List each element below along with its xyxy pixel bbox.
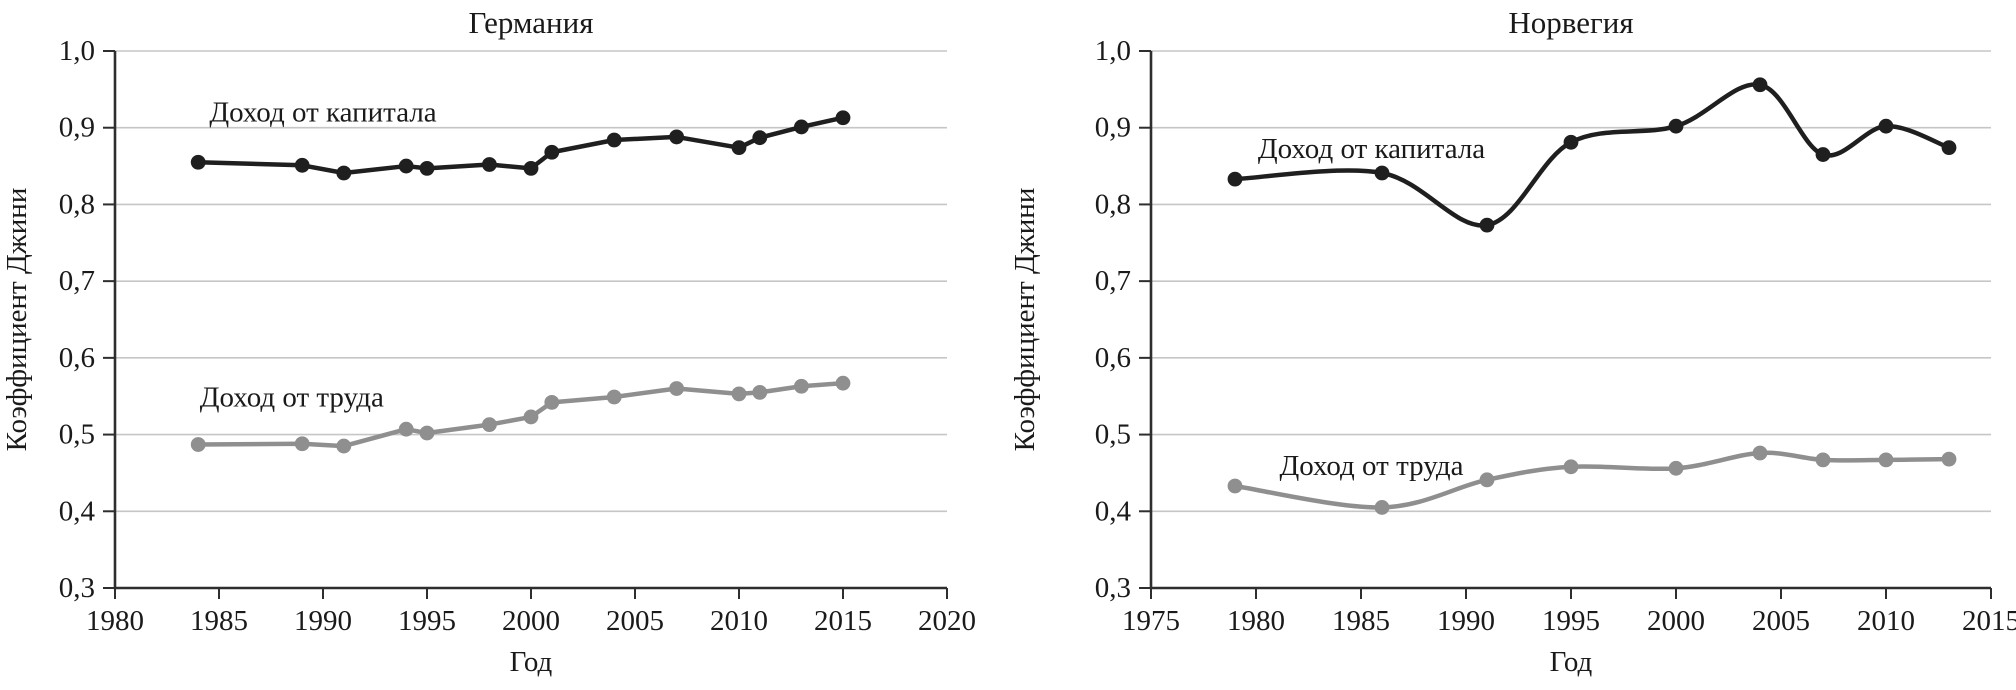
data-point bbox=[1479, 472, 1495, 488]
data-point bbox=[523, 409, 539, 425]
data-point bbox=[190, 154, 206, 170]
data-point bbox=[752, 130, 768, 146]
y-tick-label: 0,7 bbox=[1095, 265, 1131, 297]
data-point bbox=[1941, 451, 1957, 467]
data-point bbox=[523, 160, 539, 176]
x-tick-label: 2020 bbox=[918, 605, 976, 637]
y-axis-label: Коэффициент Джини bbox=[1009, 188, 1041, 452]
y-tick-label: 0,8 bbox=[59, 188, 95, 220]
y-tick-label: 0,4 bbox=[59, 495, 96, 527]
y-tick-label: 0,9 bbox=[1095, 112, 1131, 144]
data-point bbox=[294, 157, 310, 173]
y-tick-label: 0,7 bbox=[59, 265, 95, 297]
data-point bbox=[1815, 452, 1831, 468]
data-point bbox=[419, 425, 435, 441]
y-tick-label: 0,3 bbox=[59, 572, 95, 604]
data-point bbox=[1668, 118, 1684, 134]
data-point bbox=[669, 381, 684, 396]
y-tick-label: 0,9 bbox=[59, 112, 95, 144]
data-point bbox=[731, 140, 747, 156]
data-point bbox=[794, 378, 809, 394]
x-tick-label: 1985 bbox=[190, 605, 248, 637]
chart-title: Норвегия bbox=[1508, 5, 1633, 40]
data-point bbox=[544, 394, 560, 410]
data-point bbox=[731, 386, 747, 402]
y-tick-label: 0,3 bbox=[1095, 572, 1131, 604]
x-axis-label: Год bbox=[510, 646, 553, 678]
y-tick-label: 0,5 bbox=[1095, 419, 1131, 451]
series-label: Доход от капитала bbox=[1258, 133, 1485, 165]
data-point bbox=[835, 110, 851, 126]
data-point bbox=[794, 119, 809, 135]
x-tick-label: 1995 bbox=[398, 605, 456, 637]
x-tick-label: 2015 bbox=[1962, 605, 2016, 637]
y-tick-label: 0,8 bbox=[1095, 188, 1131, 220]
data-point bbox=[1941, 140, 1957, 156]
data-point bbox=[752, 384, 768, 400]
x-tick-label: 2005 bbox=[606, 605, 664, 637]
y-tick-label: 0,6 bbox=[59, 342, 95, 374]
data-point bbox=[1668, 460, 1684, 476]
chart-norway: 1,0 0,9 0,8 0,7 0,6 0,5 0,4 0,3 1975 1980 1985 1990… bbox=[1008, 0, 2016, 690]
x-tick-label: 2005 bbox=[1752, 605, 1810, 637]
series-label: Доход от капитала bbox=[209, 96, 436, 128]
data-point bbox=[419, 160, 435, 176]
y-tick-label: 0,5 bbox=[59, 419, 95, 451]
x-tick-label: 2015 bbox=[814, 605, 872, 637]
x-tick-label: 2000 bbox=[1647, 605, 1705, 637]
data-point bbox=[1563, 459, 1579, 475]
series-label: Доход от труда bbox=[1279, 450, 1463, 482]
x-tick-label: 1975 bbox=[1122, 605, 1180, 637]
data-point bbox=[336, 165, 352, 181]
data-point bbox=[1752, 77, 1768, 93]
data-point bbox=[398, 158, 414, 174]
y-tick-label: 1,0 bbox=[59, 35, 95, 67]
data-point bbox=[1563, 134, 1579, 150]
data-point bbox=[606, 132, 622, 148]
data-point bbox=[482, 157, 497, 172]
x-tick-label: 2000 bbox=[502, 605, 560, 637]
data-point bbox=[1752, 445, 1768, 461]
x-tick-label: 2010 bbox=[1857, 605, 1915, 637]
x-tick-label: 1990 bbox=[1437, 605, 1495, 637]
data-point bbox=[544, 144, 560, 160]
x-axis-label: Год bbox=[1550, 646, 1593, 678]
series-label: Доход от труда bbox=[200, 382, 384, 414]
data-point bbox=[190, 437, 206, 452]
data-point bbox=[1479, 217, 1495, 233]
series-line bbox=[1232, 82, 1952, 228]
data-point bbox=[1815, 147, 1831, 162]
data-point bbox=[294, 436, 310, 452]
data-point bbox=[669, 129, 684, 145]
data-point bbox=[1878, 452, 1894, 468]
x-tick-label: 1985 bbox=[1332, 605, 1390, 637]
data-point bbox=[1374, 165, 1390, 181]
data-point bbox=[398, 421, 414, 437]
data-point bbox=[336, 438, 352, 454]
data-point bbox=[1227, 171, 1243, 187]
x-tick-label: 1980 bbox=[86, 605, 144, 637]
x-tick-label: 2010 bbox=[710, 605, 768, 637]
data-point bbox=[1374, 500, 1390, 515]
x-tick-label: 1995 bbox=[1542, 605, 1600, 637]
data-point bbox=[606, 389, 622, 405]
chart-germany: 1,0 0,9 0,8 0,7 0,6 0,5 0,4 0,3 1980 1985 1990 1995… bbox=[1, 5, 976, 678]
data-point bbox=[835, 375, 851, 391]
y-axis-label: Коэффициент Джини bbox=[1, 188, 33, 452]
x-tick-label: 1990 bbox=[294, 605, 352, 637]
chart-title: Германия bbox=[469, 5, 594, 40]
data-point bbox=[1878, 118, 1894, 134]
y-tick-label: 1,0 bbox=[1095, 35, 1131, 67]
y-tick-label: 0,4 bbox=[1095, 495, 1132, 527]
y-tick-label: 0,6 bbox=[1095, 342, 1131, 374]
data-point bbox=[1227, 478, 1243, 494]
data-point bbox=[482, 417, 497, 432]
x-tick-label: 1980 bbox=[1227, 605, 1285, 637]
